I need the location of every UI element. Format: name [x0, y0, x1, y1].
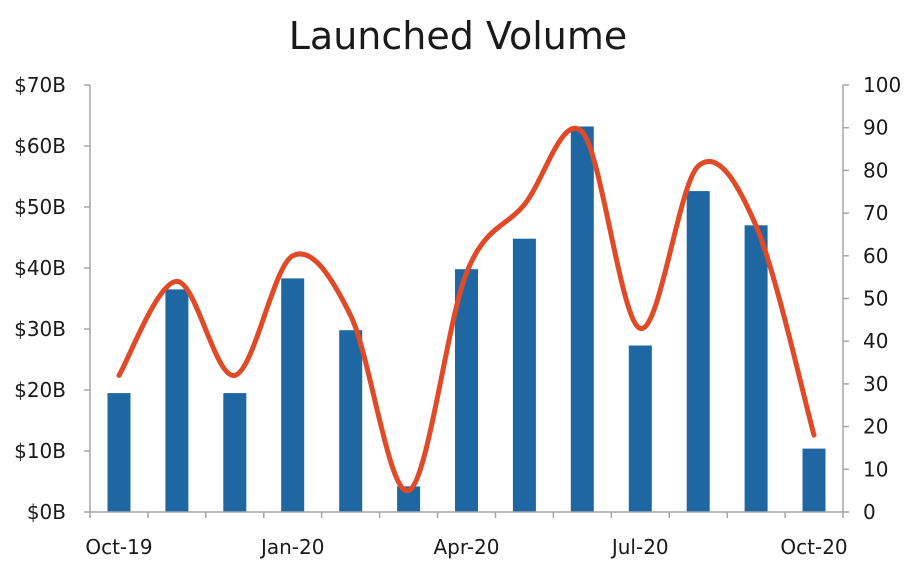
y-right-tick-label: 0	[863, 500, 876, 524]
line-layer	[116, 126, 817, 494]
bar-Oct-19	[107, 393, 131, 512]
y-left-tick-label: $60B	[14, 134, 66, 158]
y-right-tick-label: 80	[863, 158, 888, 182]
bar-Dec-19	[223, 393, 247, 512]
y-left-tick-label: $20B	[14, 378, 66, 402]
y-right-tick-label: 50	[863, 287, 888, 311]
y-right-tick-label: 20	[863, 415, 888, 439]
bar-Aug-20	[686, 191, 710, 512]
bar-Oct-20	[802, 448, 826, 512]
y-right-tick-label: 60	[863, 244, 888, 268]
y-right-tick-label: 70	[863, 201, 888, 225]
bar-May-20	[512, 238, 536, 512]
bar-Sep-20	[744, 225, 768, 513]
bar-Nov-19	[165, 289, 189, 512]
y-left-tick-label: $30B	[14, 317, 66, 341]
y-left-tick-label: $70B	[14, 73, 66, 97]
y-left-tick-label: $10B	[14, 439, 66, 463]
x-tick-label: Oct-20	[780, 535, 847, 559]
bars-layer	[107, 126, 826, 513]
x-tick-label: Jan-20	[259, 535, 325, 559]
bar-Feb-20	[339, 330, 363, 512]
bar-Jun-20	[570, 126, 594, 512]
x-tick-label: Jul-20	[610, 535, 669, 559]
y-right-tick-label: 10	[863, 457, 888, 481]
chart-title: Launched Volume	[288, 14, 628, 58]
x-tick-label: Apr-20	[434, 535, 500, 559]
x-tick-label: Oct-19	[85, 535, 152, 559]
y-left-tick-label: $40B	[14, 256, 66, 280]
bar-Jul-20	[628, 345, 652, 512]
bar-Apr-20	[455, 269, 478, 512]
bar-Jan-20	[281, 278, 305, 512]
y-right-tick-label: 30	[863, 372, 888, 396]
y-right-tick-label: 100	[863, 73, 901, 97]
y-left-tick-label: $0B	[27, 500, 66, 524]
y-right-tick-label: 40	[863, 329, 888, 353]
y-right-tick-label: 90	[863, 116, 888, 140]
y-left-tick-label: $50B	[14, 195, 66, 219]
axes-layer: $0B $10B $20B $30B $40B $50B $60B $70B 0 10 20 30 40…	[14, 73, 901, 559]
bar-Mar-20	[397, 486, 421, 512]
